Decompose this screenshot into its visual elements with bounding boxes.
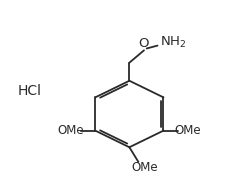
- Text: OMe: OMe: [174, 124, 201, 137]
- Text: OMe: OMe: [58, 124, 84, 137]
- Text: NH$_2$: NH$_2$: [160, 35, 186, 50]
- Text: HCl: HCl: [17, 84, 41, 98]
- Text: OMe: OMe: [132, 161, 158, 174]
- Text: O: O: [139, 37, 149, 50]
